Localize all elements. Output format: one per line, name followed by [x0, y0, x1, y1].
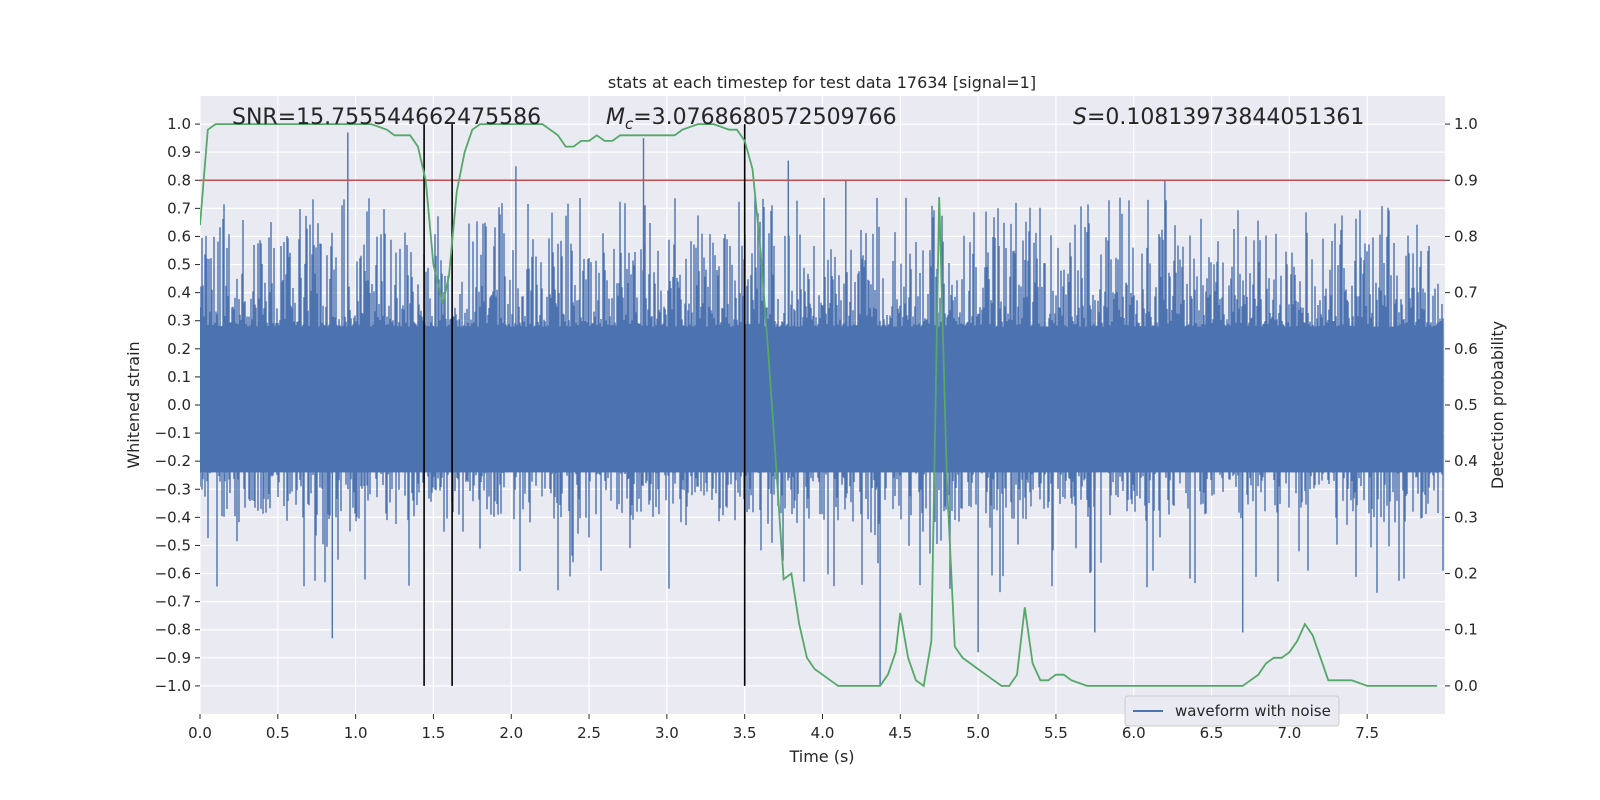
x-tick-label: 7.5: [1355, 724, 1379, 742]
x-tick-label: 5.5: [1044, 724, 1068, 742]
x-axis-ticks: 0.0 0.5 1.0 1.5 2.0 2.5 3.0 3.5 4.0 4.5 5.0 5.5 6.0 6…: [188, 714, 1379, 742]
right-y-tick-label: 0.9: [1454, 171, 1478, 189]
left-y-tick-label: −0.2: [155, 452, 191, 470]
vertical-markers: [423, 124, 746, 686]
x-tick-label: 3.5: [733, 724, 757, 742]
x-axis-label: Time (s): [788, 747, 854, 766]
left-y-tick-label: 0.1: [167, 368, 191, 386]
left-y-tick-label: 1.0: [167, 115, 191, 133]
s-value: =0.10813973844051361: [1087, 105, 1364, 130]
x-tick-label: 5.0: [966, 724, 990, 742]
right-y-tick-label: 0.1: [1454, 621, 1478, 639]
x-tick-label: 7.0: [1277, 724, 1301, 742]
left-y-tick-label: 0.6: [167, 227, 191, 245]
left-y-axis-ticks: 1.0 0.9 0.8 0.7 0.6 0.5 0.4 0.3 0.2 0.1 0.0 −0.1 −0.…: [155, 115, 200, 695]
left-y-tick-label: −0.5: [155, 536, 191, 554]
right-y-tick-label: 0.3: [1454, 508, 1478, 526]
chirp-mass-value: =3.0768680572509766: [633, 105, 896, 130]
legend: waveform with noise: [1124, 695, 1340, 727]
chirp-mass-annotation: Mc=3.0768680572509766: [606, 105, 897, 133]
right-y-tick-label: 0.2: [1454, 565, 1478, 583]
x-tick-label: 4.5: [888, 724, 912, 742]
chirp-mass-symbol: M: [606, 105, 625, 130]
x-tick-label: 4.0: [811, 724, 835, 742]
x-tick-label: 2.0: [499, 724, 523, 742]
detection-probability-line: [200, 123, 1438, 688]
s-annotation: S=0.10813973844051361: [1073, 105, 1364, 130]
right-y-tick-label: 0.8: [1454, 227, 1478, 245]
left-y-axis-label: Whitened strain: [124, 341, 143, 468]
left-y-tick-label: −0.4: [155, 508, 191, 526]
snr-annotation: SNR=15.755544662475586: [232, 105, 541, 130]
right-y-tick-label: 0.6: [1454, 340, 1478, 358]
x-tick-label: 1.0: [344, 724, 368, 742]
legend-box: [1124, 695, 1340, 727]
left-y-tick-label: 0.4: [167, 284, 191, 302]
left-y-tick-label: 0.9: [167, 143, 191, 161]
right-y-tick-label: 1.0: [1454, 115, 1478, 133]
x-tick-label: 2.5: [577, 724, 601, 742]
chirp-mass-subscript: c: [625, 115, 634, 133]
right-y-axis-ticks: 1.0 0.9 0.8 0.7 0.6 0.5 0.4 0.3 0.2 0.1 0.0: [1445, 115, 1478, 695]
left-y-tick-label: −0.8: [155, 621, 191, 639]
waveform-series: [200, 132, 1444, 686]
x-tick-label: 0.5: [266, 724, 290, 742]
left-y-tick-label: 0.3: [167, 312, 191, 330]
left-y-tick-label: −0.3: [155, 480, 191, 498]
left-y-tick-label: −0.1: [155, 424, 191, 442]
x-tick-label: 3.0: [655, 724, 679, 742]
left-y-tick-label: −1.0: [155, 677, 191, 695]
left-y-tick-label: −0.7: [155, 593, 191, 611]
right-y-tick-label: 0.4: [1454, 452, 1478, 470]
left-y-tick-label: −0.6: [155, 565, 191, 583]
left-y-tick-label: 0.8: [167, 171, 191, 189]
left-y-tick-label: −0.9: [155, 649, 191, 667]
s-symbol: S: [1073, 105, 1087, 130]
detection-probability-series: [200, 123, 1438, 688]
x-tick-label: 6.0: [1122, 724, 1146, 742]
left-y-tick-label: 0.7: [167, 199, 191, 217]
right-y-tick-label: 0.7: [1454, 284, 1478, 302]
right-y-tick-label: 0.5: [1454, 396, 1478, 414]
left-y-tick-label: 0.2: [167, 340, 191, 358]
x-tick-label: 1.5: [422, 724, 446, 742]
x-tick-label: 6.5: [1200, 724, 1224, 742]
chart-title: stats at each timestep for test data 176…: [608, 73, 1036, 92]
x-tick-label: 0.0: [188, 724, 212, 742]
right-y-axis-label: Detection probability: [1488, 321, 1507, 489]
legend-label-waveform: waveform with noise: [1175, 702, 1331, 720]
waveform-core: [200, 337, 1444, 473]
left-y-tick-label: 0.5: [167, 256, 191, 274]
right-y-tick-label: 0.0: [1454, 677, 1478, 695]
left-y-tick-label: 0.0: [167, 396, 191, 414]
